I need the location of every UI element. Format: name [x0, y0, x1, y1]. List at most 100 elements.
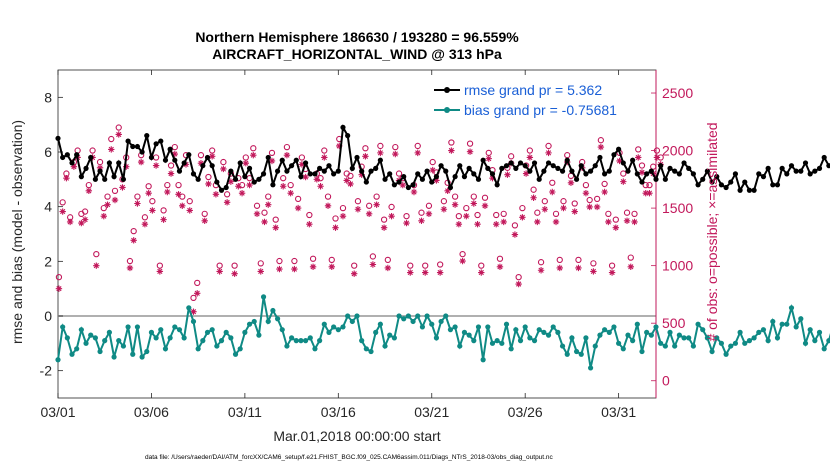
- obs-assimilated-point: [197, 160, 205, 167]
- obs-assimilated-point: [545, 149, 552, 157]
- bias-point: [391, 335, 397, 341]
- obs-assimilated-point: [276, 265, 283, 273]
- bias-point: [204, 329, 211, 335]
- bias-point: [578, 351, 584, 357]
- obs-possible-point: [175, 181, 182, 189]
- rmse-point: [732, 171, 739, 177]
- obs-assimilated-point: [85, 187, 93, 195]
- rmse-point: [616, 146, 622, 152]
- bias-point: [760, 327, 767, 333]
- obs-possible-point: [392, 143, 399, 151]
- obs-assimilated-point: [470, 200, 477, 207]
- obs-possible-point: [597, 137, 605, 144]
- rmse-point: [274, 168, 281, 174]
- bias-point: [256, 332, 262, 338]
- rmse-point: [648, 168, 654, 174]
- obs-assimilated-point: [590, 268, 597, 275]
- obs-assimilated-point: [489, 174, 496, 182]
- rmse-point: [471, 171, 477, 177]
- bias-point: [195, 346, 201, 352]
- bias-point: [779, 321, 785, 327]
- bias-point: [728, 343, 734, 349]
- rmse-point: [60, 154, 66, 161]
- bias-point: [475, 324, 482, 330]
- obs-possible-point: [635, 146, 642, 153]
- obs-possible-point: [104, 193, 111, 200]
- obs-possible-point: [377, 142, 384, 150]
- rmse-point: [714, 174, 720, 180]
- obs-possible-point: [500, 210, 507, 218]
- rmse-point: [611, 152, 617, 158]
- obs-assimilated-point: [365, 210, 373, 218]
- obs-possible-point: [194, 279, 201, 287]
- bias-point: [125, 324, 131, 330]
- rmse-point: [331, 171, 337, 177]
- bias-point: [130, 351, 136, 357]
- x-tick-label: 03/31: [601, 404, 636, 420]
- bias-point: [756, 329, 762, 335]
- rmse-point: [120, 176, 127, 182]
- obs-possible-point: [324, 193, 332, 200]
- obs-assimilated-point: [167, 170, 175, 177]
- chart-title-line-2: AIRCRAFT_HORIZONTAL_WIND @ 313 hPa: [212, 46, 502, 62]
- rmse-point: [359, 168, 365, 174]
- obs-assimilated-point: [653, 154, 661, 161]
- bias-point: [704, 335, 710, 341]
- rmse-point: [527, 168, 533, 174]
- obs-assimilated-point: [534, 218, 541, 226]
- rmse-point: [788, 163, 795, 169]
- obs-assimilated-point: [384, 264, 392, 272]
- obs-possible-point: [141, 214, 149, 221]
- bias-point: [415, 313, 421, 319]
- rmse-point: [246, 165, 253, 171]
- obs-possible-point: [511, 222, 519, 229]
- y-tick-label-left: 8: [44, 89, 52, 105]
- obs-assimilated-point: [123, 163, 130, 170]
- obs-possible-point: [545, 142, 552, 150]
- bias-point: [802, 340, 809, 346]
- rmse-point: [92, 176, 98, 182]
- bias-point: [466, 332, 472, 338]
- rmse-point: [232, 176, 239, 182]
- obs-assimilated-point: [354, 206, 362, 213]
- bias-point: [83, 340, 89, 346]
- obs-assimilated-point: [552, 218, 560, 226]
- obs-assimilated-point: [265, 201, 272, 208]
- obs-assimilated-point: [362, 153, 369, 160]
- bias-point: [190, 318, 197, 325]
- bias-point: [158, 327, 164, 333]
- obs-assimilated-point: [646, 189, 653, 197]
- bias-point: [260, 294, 267, 300]
- bias-point: [630, 338, 636, 344]
- obs-possible-point: [369, 253, 377, 260]
- obs-assimilated-point: [156, 268, 164, 275]
- bias-point: [237, 346, 243, 352]
- rmse-point: [756, 171, 762, 177]
- rmse-point: [97, 168, 103, 174]
- obs-assimilated-point: [78, 219, 85, 227]
- obs-possible-point: [332, 215, 339, 222]
- bias-point: [536, 327, 542, 333]
- bias-point: [700, 327, 706, 333]
- y-axis-label-right: # of obs: o=possible; ×=assimilated: [704, 122, 720, 341]
- obs-possible-point: [380, 216, 388, 223]
- obs-possible-point: [552, 210, 560, 218]
- y-tick-label-left: 4: [44, 199, 52, 215]
- rmse-point: [728, 179, 734, 185]
- obs-assimilated-point: [407, 269, 414, 276]
- rmse-point: [335, 168, 341, 174]
- rmse-point: [218, 187, 225, 193]
- obs-assimilated-point: [556, 264, 563, 272]
- bias-point: [60, 324, 66, 330]
- bias-point: [144, 348, 150, 355]
- bias-point: [485, 324, 491, 330]
- obs-possible-point: [560, 198, 567, 205]
- bias-point: [653, 324, 659, 330]
- bias-point: [639, 348, 645, 355]
- obs-assimilated-point: [190, 308, 197, 315]
- rmse-point: [672, 168, 678, 174]
- obs-assimilated-point: [481, 202, 489, 210]
- bias-point: [812, 338, 818, 344]
- rmse-point: [475, 176, 482, 182]
- rmse-point: [447, 184, 454, 191]
